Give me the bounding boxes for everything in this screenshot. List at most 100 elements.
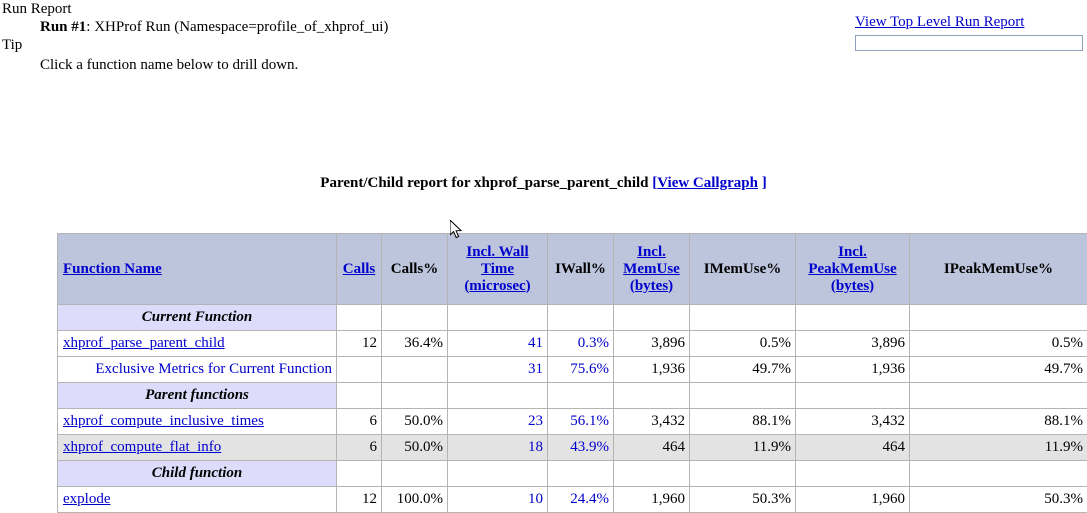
table-section-row: Child function (58, 461, 1087, 487)
cell-incl-memuse: 464 (614, 435, 690, 461)
cell-function-name[interactable]: xhprof_compute_flat_info (58, 435, 337, 461)
column-header-ipeakmemuse-pct: IPeakMemUse% (910, 234, 1087, 305)
cell-function-name[interactable]: explode (58, 487, 337, 513)
function-name-label: Exclusive Metrics for Current Function (95, 361, 332, 377)
cell-incl-peakmemuse: 3,432 (796, 409, 910, 435)
column-header-incl-memuse[interactable]: Incl. MemUse (bytes) (614, 234, 690, 305)
tip-text: Click a function name below to drill dow… (40, 54, 1087, 74)
cell-imemuse-pct: 49.7% (690, 357, 796, 383)
column-header-function-name[interactable]: Function Name (58, 234, 337, 305)
table-section-blank-cell (337, 383, 382, 409)
table-section-blank-cell (910, 461, 1087, 487)
cell-function-name[interactable]: xhprof_parse_parent_child (58, 331, 337, 357)
column-header-incl-wall-time-label[interactable]: Incl. Wall Time (microsec) (464, 244, 530, 294)
parent-child-table-wrapper: Function Name Calls Calls% Incl. Wall Ti… (57, 233, 1087, 513)
cell-incl-memuse: 1,936 (614, 357, 690, 383)
run-number-label: Run #1 (40, 19, 86, 35)
table-section-blank-cell (337, 305, 382, 331)
page-title: Parent/Child report for xhprof_parse_par… (0, 175, 1087, 192)
cell-incl-wall: 41 (448, 331, 548, 357)
table-section-blank-cell (382, 461, 448, 487)
function-name-link[interactable]: explode (63, 491, 110, 507)
cell-ipeakmemuse-pct: 88.1% (910, 409, 1087, 435)
cell-incl-memuse: 3,896 (614, 331, 690, 357)
cell-calls: 12 (337, 331, 382, 357)
table-section-title: Parent functions (58, 383, 337, 409)
table-section-title: Child function (58, 461, 337, 487)
column-header-function-name-label[interactable]: Function Name (63, 261, 162, 277)
search-input[interactable] (855, 35, 1083, 51)
table-header-row: Function Name Calls Calls% Incl. Wall Ti… (58, 234, 1087, 305)
cell-calls-pct: 36.4% (382, 331, 448, 357)
column-header-imemuse-pct: IMemUse% (690, 234, 796, 305)
column-header-incl-peakmemuse-label[interactable]: Incl. PeakMemUse (bytes) (808, 244, 896, 294)
table-section-blank-cell (910, 383, 1087, 409)
cell-incl-peakmemuse: 464 (796, 435, 910, 461)
cell-iwall-pct: 0.3% (548, 331, 614, 357)
table-section-blank-cell (337, 461, 382, 487)
column-header-calls[interactable]: Calls (337, 234, 382, 305)
cell-function-name[interactable]: xhprof_compute_inclusive_times (58, 409, 337, 435)
function-name-link[interactable]: xhprof_compute_flat_info (63, 439, 221, 455)
cell-iwall-pct: 56.1% (548, 409, 614, 435)
cell-imemuse-pct: 88.1% (690, 409, 796, 435)
cell-calls: 6 (337, 409, 382, 435)
cell-ipeakmemuse-pct: 0.5% (910, 331, 1087, 357)
table-section-blank-cell (548, 461, 614, 487)
table-section-blank-cell (796, 305, 910, 331)
table-section-blank-cell (796, 461, 910, 487)
table-section-blank-cell (382, 383, 448, 409)
table-section-blank-cell (690, 305, 796, 331)
table-section-row: Parent functions (58, 383, 1087, 409)
table-section-blank-cell (548, 305, 614, 331)
table-section-blank-cell (690, 461, 796, 487)
cell-function-name: Exclusive Metrics for Current Function (58, 357, 337, 383)
table-body: Current Function xhprof_parse_parent_chi… (58, 305, 1087, 513)
table-section-blank-cell (910, 305, 1087, 331)
cell-calls: 6 (337, 435, 382, 461)
function-name-link[interactable]: xhprof_compute_inclusive_times (63, 413, 264, 429)
column-header-incl-peakmemuse[interactable]: Incl. PeakMemUse (bytes) (796, 234, 910, 305)
column-header-incl-memuse-label[interactable]: Incl. MemUse (bytes) (623, 244, 680, 294)
run-description-text: : XHProf Run (Namespace=profile_of_xhpro… (86, 19, 388, 35)
table-section-title: Current Function (58, 305, 337, 331)
table-section-blank-cell (690, 383, 796, 409)
column-header-calls-label[interactable]: Calls (343, 261, 376, 277)
cell-incl-memuse: 3,432 (614, 409, 690, 435)
cell-calls-pct: 50.0% (382, 435, 448, 461)
cell-ipeakmemuse-pct: 49.7% (910, 357, 1087, 383)
cell-calls (337, 357, 382, 383)
column-header-incl-wall-time[interactable]: Incl. Wall Time (microsec) (448, 234, 548, 305)
cell-imemuse-pct: 0.5% (690, 331, 796, 357)
cell-incl-wall: 31 (448, 357, 548, 383)
view-callgraph-link[interactable]: View Callgraph (657, 175, 758, 191)
column-header-iwall-pct-label: IWall% (555, 261, 606, 277)
column-header-ipeakmemuse-pct-label: IPeakMemUse% (944, 261, 1053, 277)
cell-calls: 12 (337, 487, 382, 513)
function-name-link[interactable]: xhprof_parse_parent_child (63, 335, 225, 351)
column-header-iwall-pct: IWall% (548, 234, 614, 305)
parent-child-table: Function Name Calls Calls% Incl. Wall Ti… (57, 233, 1087, 513)
table-section-blank-cell (382, 305, 448, 331)
top-right-controls: View Top Level Run Report (855, 14, 1087, 51)
cell-incl-memuse: 1,960 (614, 487, 690, 513)
table-section-blank-cell (614, 461, 690, 487)
cell-incl-wall: 23 (448, 409, 548, 435)
cell-iwall-pct: 24.4% (548, 487, 614, 513)
page-header: Run Report Run #1: XHProf Run (Namespace… (0, 0, 1087, 74)
cell-ipeakmemuse-pct: 11.9% (910, 435, 1087, 461)
view-top-level-run-report-link[interactable]: View Top Level Run Report (855, 14, 1024, 31)
table-section-blank-cell (448, 305, 548, 331)
cell-incl-peakmemuse: 1,960 (796, 487, 910, 513)
cell-calls-pct: 100.0% (382, 487, 448, 513)
cell-iwall-pct: 75.6% (548, 357, 614, 383)
cell-iwall-pct: 43.9% (548, 435, 614, 461)
table-section-blank-cell (448, 383, 548, 409)
cell-ipeakmemuse-pct: 50.3% (910, 487, 1087, 513)
cell-imemuse-pct: 11.9% (690, 435, 796, 461)
cell-incl-wall: 18 (448, 435, 548, 461)
cell-calls-pct: 50.0% (382, 409, 448, 435)
